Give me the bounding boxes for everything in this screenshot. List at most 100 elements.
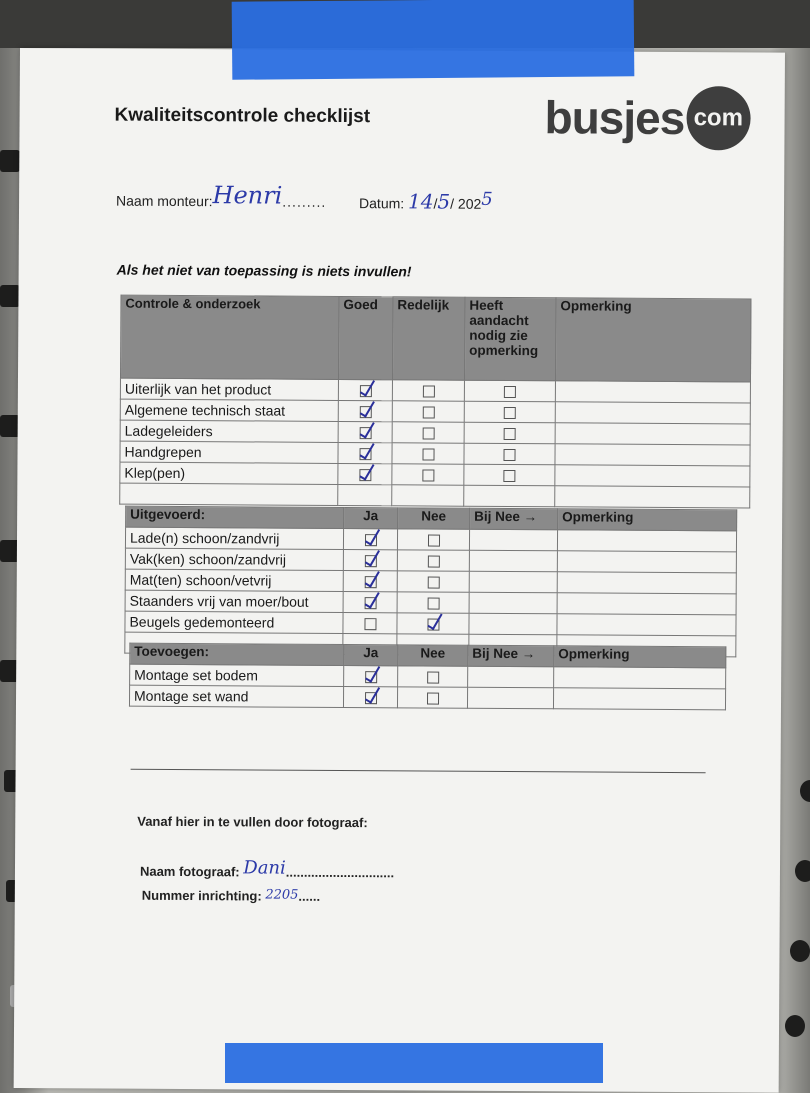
empty-cell [337, 484, 392, 506]
checkbox[interactable] [359, 427, 372, 440]
checklist-paper: Kwaliteitscontrole checklijst busjes com… [13, 48, 785, 1093]
row-label: Algemene technisch staat [120, 399, 339, 422]
remark-cell[interactable] [556, 613, 737, 636]
checkbox-cell [338, 400, 393, 422]
empty-cell [119, 483, 338, 506]
checkbox-cell [343, 686, 398, 708]
checkbox-cell [463, 464, 555, 486]
remark-cell[interactable] [557, 571, 737, 594]
inspection-table: Controle & onderzoek Goed Redelijk Heeft… [119, 295, 751, 509]
checkbox-cell [343, 591, 398, 613]
remark-cell[interactable] [557, 550, 737, 573]
date-year-digit: 5 [481, 188, 493, 210]
row-label: Montage set wand [129, 685, 344, 708]
row-label: Handgrepen [119, 441, 339, 464]
checkbox[interactable] [358, 469, 371, 482]
checkbox-cell [464, 401, 556, 423]
checkbox[interactable] [359, 385, 372, 398]
checkbox[interactable] [364, 671, 377, 684]
photographer-name-field: Naam fotograaf: Dani....................… [139, 857, 395, 881]
remark-cell[interactable] [553, 687, 726, 710]
checkbox[interactable] [363, 618, 377, 631]
checkbox[interactable] [503, 449, 516, 462]
remark-cell[interactable] [468, 613, 558, 635]
checkbox-cell [397, 591, 470, 614]
date-day: 14 [408, 189, 434, 214]
checkbox-cell [342, 612, 398, 634]
row-label: Ladegeleiders [120, 420, 339, 443]
added-table: Toevoegen: Ja Nee Bij Nee → Opmerking Mo… [129, 643, 726, 711]
photographer-heading: Vanaf hier in te vullen door fotograaf: [137, 813, 368, 831]
remark-cell[interactable] [553, 666, 726, 689]
fixture-number-value: 2205 [265, 887, 299, 903]
checkbox[interactable] [421, 469, 434, 482]
checkbox[interactable] [503, 407, 516, 420]
empty-row [119, 483, 750, 508]
checkbox-cell [337, 463, 392, 485]
remark-cell[interactable] [554, 464, 750, 487]
checkbox[interactable] [364, 576, 377, 589]
remark-cell[interactable] [555, 380, 751, 403]
checkbox[interactable] [427, 555, 440, 568]
checkbox-cell [343, 528, 398, 550]
checkbox-cell [343, 549, 398, 571]
row-label: Vak(ken) schoon/zandvrij [125, 548, 344, 571]
checkbox[interactable] [422, 406, 435, 419]
remark-cell[interactable] [554, 443, 751, 466]
checkbox[interactable] [421, 448, 435, 461]
checkbox-cell [392, 379, 465, 402]
checkbox-cell [343, 665, 398, 687]
blue-tape-bottom [225, 1043, 603, 1083]
remark-cell[interactable] [469, 571, 558, 593]
remark-cell[interactable] [555, 401, 751, 424]
checkbox[interactable] [427, 576, 440, 589]
checkbox-cell [338, 421, 393, 443]
row-label: Lade(n) schoon/zandvrij [125, 527, 344, 550]
checkbox-cell [338, 379, 393, 401]
photographer-name-value: Dani [243, 857, 286, 879]
checkbox[interactable] [422, 385, 435, 398]
checkbox[interactable] [503, 428, 516, 441]
checkbox-cell [343, 570, 398, 592]
remark-cell[interactable] [469, 592, 558, 614]
checkbox[interactable] [426, 692, 439, 705]
checkbox[interactable] [503, 386, 516, 399]
checkbox[interactable] [422, 427, 435, 440]
row-label: Mat(ten) schoon/vetvrij [125, 569, 344, 592]
checkbox[interactable] [364, 555, 377, 568]
row-label: Uiterlijk van het product [120, 378, 339, 401]
checkbox-cell [397, 570, 470, 593]
date-field: Datum: 14/5/ 2025 [359, 188, 493, 214]
blue-tape-top [231, 0, 635, 80]
checkbox[interactable] [503, 470, 516, 483]
remark-cell[interactable] [467, 687, 554, 709]
checkbox-cell [337, 442, 393, 464]
remark-cell[interactable] [557, 529, 737, 552]
remark-cell[interactable] [469, 529, 558, 551]
row-label: Beugels gedemonteerd [124, 611, 344, 634]
checkbox[interactable] [364, 534, 377, 547]
checkbox[interactable] [359, 406, 372, 419]
checkbox[interactable] [364, 692, 377, 705]
mechanic-field: Naam monteur:Henri......... [116, 181, 327, 210]
mechanic-value: Henri [212, 181, 283, 210]
form-title: Kwaliteitscontrole checklijst [114, 104, 371, 128]
checkbox[interactable] [427, 534, 440, 547]
checkbox-cell [464, 422, 556, 444]
remark-cell[interactable] [467, 666, 554, 688]
inspection-header: Controle & onderzoek Goed Redelijk Heeft… [120, 295, 751, 382]
checkbox[interactable] [426, 671, 439, 684]
checkbox[interactable] [364, 597, 377, 610]
date-label: Datum: [359, 195, 405, 212]
remark-cell[interactable] [469, 550, 558, 572]
checkbox[interactable] [426, 618, 440, 631]
table-row: Montage set wand [129, 685, 726, 710]
checkbox-cell [463, 443, 556, 465]
instruction-note: Als het niet van toepassing is niets inv… [116, 261, 412, 280]
remark-cell[interactable] [555, 422, 751, 445]
checkbox-cell [391, 442, 465, 465]
remark-cell[interactable] [557, 592, 737, 615]
busjes-logo: busjes com [544, 85, 751, 151]
checkbox[interactable] [427, 597, 440, 610]
checkbox[interactable] [358, 448, 372, 461]
